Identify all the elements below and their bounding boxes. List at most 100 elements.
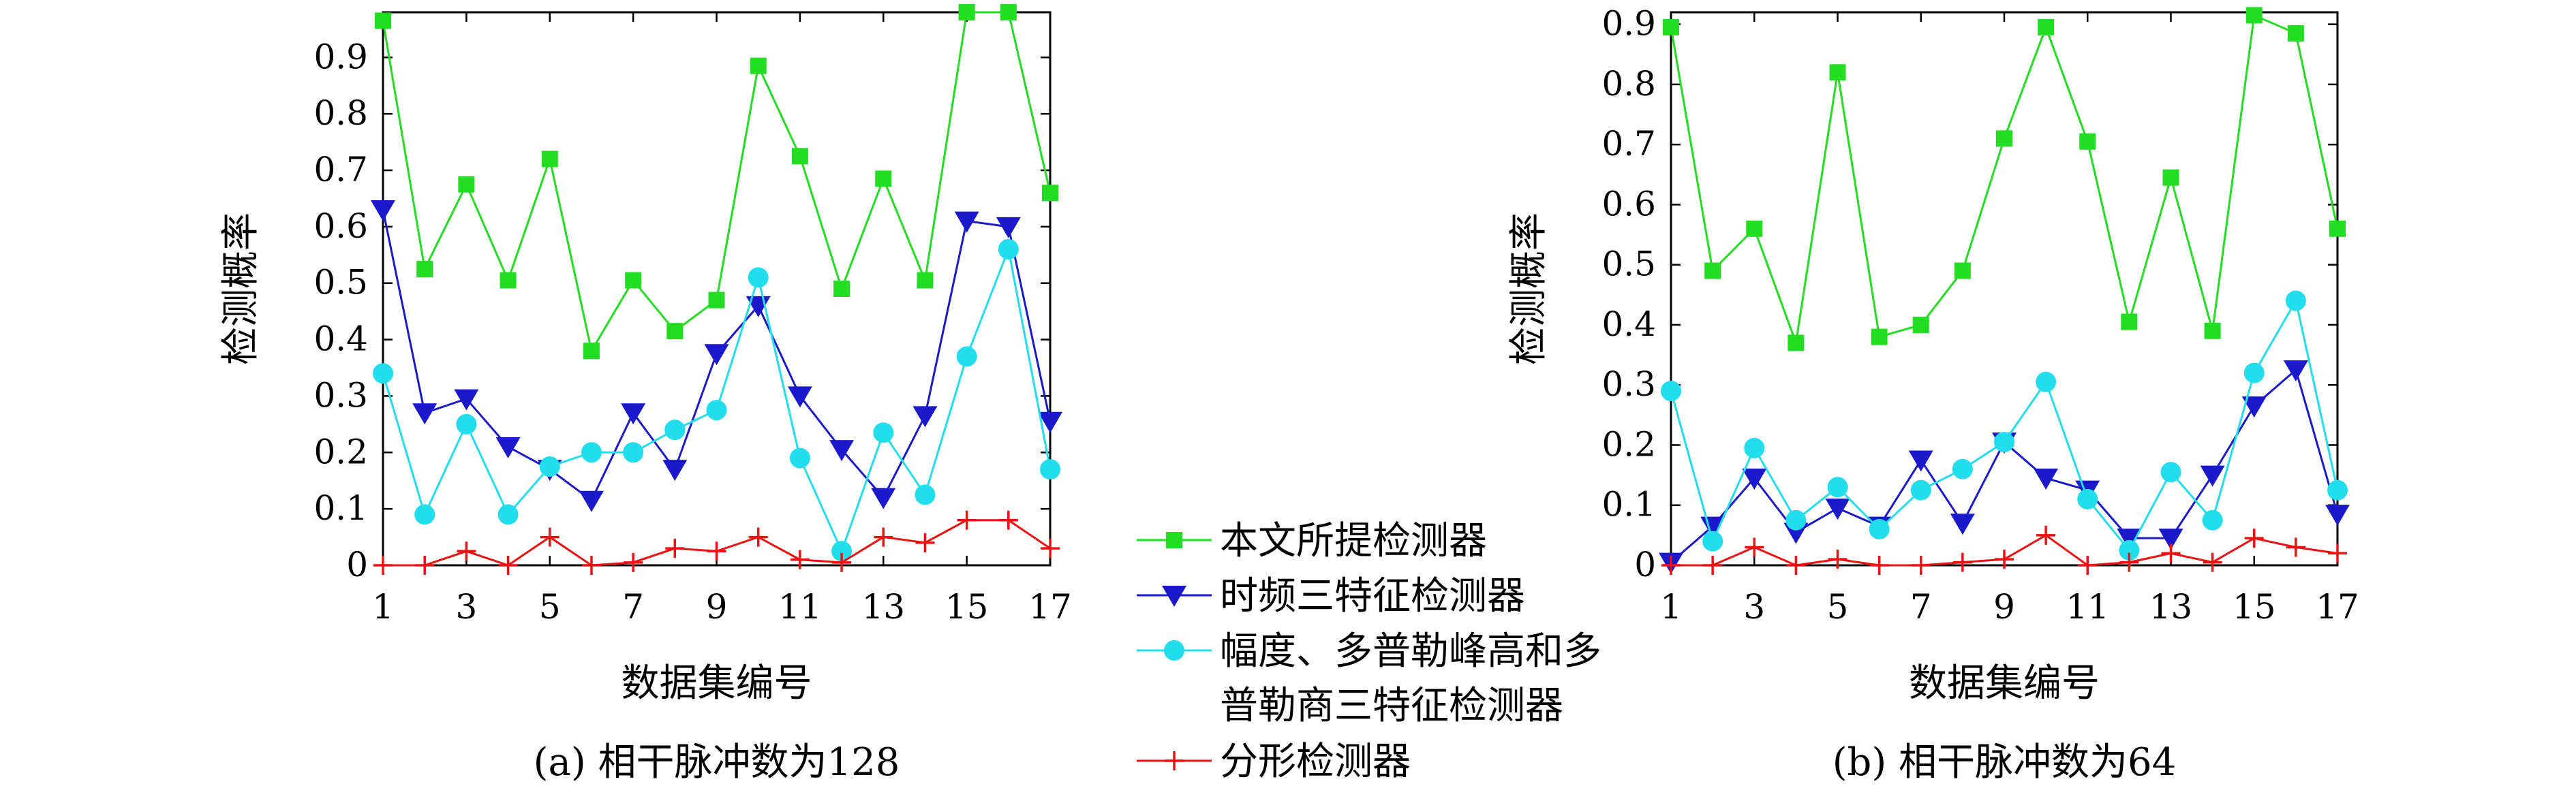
chart-a-series-1-point	[871, 488, 896, 509]
chart-b-xtick-label: 9	[1993, 587, 2015, 627]
chart-b-series-2-point	[2202, 509, 2223, 531]
chart-a-xtick-label: 5	[539, 587, 561, 627]
chart-b-series-0-point	[1663, 19, 1679, 36]
legend-entry-label: 幅度、多普勒峰高和多	[1220, 629, 1601, 674]
chart-b-series-3-point	[2328, 543, 2347, 563]
legend-swatch-marker-0	[1166, 532, 1182, 548]
chart-b-xtick-label: 15	[2233, 587, 2276, 627]
chart-b-series-3-point	[1745, 537, 1764, 557]
chart-b-ytick-label: 0.6	[1601, 184, 1656, 223]
chart-b-series-2-point	[2077, 488, 2098, 509]
chart-a-series-1-point	[495, 437, 521, 458]
chart-b-xtick-label: 13	[2149, 587, 2193, 627]
chart-a-series-1-point	[621, 403, 646, 425]
chart-a-ytick-label: 0.3	[313, 375, 368, 415]
chart-a-series-1-point	[454, 389, 479, 411]
chart-a-ytick-label: 0.4	[313, 319, 368, 359]
chart-b-ytick-label: 0.9	[1601, 4, 1656, 44]
chart-b-series-2-point	[2036, 371, 2057, 392]
chart-a-ytick-label: 0.7	[313, 150, 368, 189]
chart-a-series-3-point	[957, 510, 977, 530]
chart-b-series-3-point	[1869, 556, 1889, 575]
chart-b-series-1-point	[2325, 504, 2350, 526]
chart-a-series-0-point	[375, 12, 391, 29]
chart-a-xtick-label: 9	[706, 587, 728, 627]
chart-a-series-2-point	[373, 363, 393, 384]
chart-b-xtick-label: 5	[1827, 587, 1849, 627]
chart-b-series-3-point	[2078, 556, 2098, 575]
chart-a-ytick-label: 0.2	[313, 432, 368, 471]
chart-a-series-3-point	[457, 541, 476, 561]
chart-b-series-1-point	[1825, 499, 1850, 520]
chart-a-series-0-point	[583, 343, 600, 360]
chart-b-xtick-label: 1	[1660, 587, 1682, 627]
chart-b-series-0-point	[1996, 130, 2012, 147]
chart-b-series-0-point	[2245, 7, 2263, 24]
chart-b-xtick-label: 17	[2316, 587, 2359, 627]
chart-b-series-3-point	[2203, 552, 2222, 572]
chart-a-xtick-label: 15	[945, 587, 989, 627]
chart-b-series-0-point	[1704, 262, 1721, 279]
chart-b-series-0-point	[1912, 316, 1929, 333]
chart-b-ytick-label: 0.7	[1601, 124, 1656, 163]
chart-b-series-3-point	[1703, 556, 1723, 575]
chart-b-series-2-line	[1670, 298, 2339, 552]
chart-a-series-1-point	[579, 490, 604, 512]
chart-b-series-2-point	[2160, 462, 2181, 483]
legend-entry-label: 时频三特征检测器	[1220, 574, 1525, 618]
chart-b-series-3-point	[1786, 556, 1806, 575]
chart-a-series-3-point	[581, 556, 601, 575]
chart-a-series-0-point	[833, 281, 850, 297]
chart-a-series-3-point	[915, 533, 935, 552]
chart-b-series-3-point	[2161, 543, 2181, 563]
chart-b-ytick-label: 0.3	[1601, 364, 1656, 404]
chart-b-x-axis-label: 数据集编号	[1909, 661, 2100, 706]
chart-b-caption: (b) 相干脉冲数为64	[1833, 740, 2177, 785]
chart-b-ytick-label: 0.4	[1601, 304, 1656, 344]
chart-b-series-2-point	[1661, 381, 1681, 402]
chart-b-series-0-point	[2079, 133, 2096, 150]
chart-a-series-3-point	[373, 556, 393, 575]
chart-b-series-2-point	[2327, 479, 2348, 501]
chart-b-ytick-label: 0.5	[1601, 245, 1656, 284]
chart-b-ytick-label: 0.8	[1601, 64, 1656, 104]
chart-a-ytick-label: 0.8	[313, 93, 368, 133]
chart-a-ytick-label: 0.9	[313, 37, 368, 76]
chart-a-series-0-point	[541, 151, 558, 168]
chart-a-series-3-point	[1041, 539, 1060, 558]
chart-a-x-axis-label: 数据集编号	[622, 661, 812, 706]
chart-a-series-2-point	[789, 447, 810, 469]
chart-b-series-1-point	[1742, 469, 1767, 490]
chart-a-series-1-point	[1038, 411, 1062, 433]
chart-b-series-2-point	[1910, 479, 1931, 501]
chart-a-series-0-point	[708, 291, 725, 309]
legend-entry-label: 分形检测器	[1220, 740, 1411, 784]
chart-a-series-1-point	[996, 217, 1021, 238]
chart-b-series-2-point	[2285, 290, 2306, 311]
chart-a-series-3-point	[832, 552, 852, 572]
chart-a-series-1-point	[829, 440, 855, 462]
chart-b-series-3-point	[1952, 552, 1972, 572]
chart-b-xtick-label: 3	[1743, 587, 1765, 627]
chart-a-series-2-point	[998, 239, 1019, 259]
chart-b-series-1-point	[2241, 396, 2267, 418]
chart-a-series-2-point	[873, 422, 894, 443]
chart-a-y-axis-label: 检测概率	[219, 212, 263, 365]
chart-b-series-0-point	[1871, 328, 1888, 345]
chart-a-ytick-label: 0.6	[313, 206, 368, 246]
chart-b-y-axis-label: 检测概率	[1507, 212, 1551, 365]
chart-a-series-2-point	[1040, 459, 1060, 480]
chart-b-series-1-point	[1950, 514, 1975, 535]
chart-a-ytick-label: 0.1	[313, 488, 368, 528]
chart-b-xtick-label: 7	[1910, 587, 1932, 627]
chart-a-series-3-point	[707, 541, 726, 561]
chart-b-series-1-line	[1670, 368, 2339, 563]
legend-swatch-marker-2	[1164, 640, 1184, 661]
chart-b-series-2-point	[1952, 458, 1973, 479]
chart-a-series-3-point	[874, 527, 893, 547]
chart-b-series-2-point	[1702, 531, 1723, 552]
chart-a-series-0-point	[791, 148, 808, 165]
chart-a-series-0-point	[666, 323, 684, 340]
chart-a-series-0-point	[958, 4, 975, 20]
